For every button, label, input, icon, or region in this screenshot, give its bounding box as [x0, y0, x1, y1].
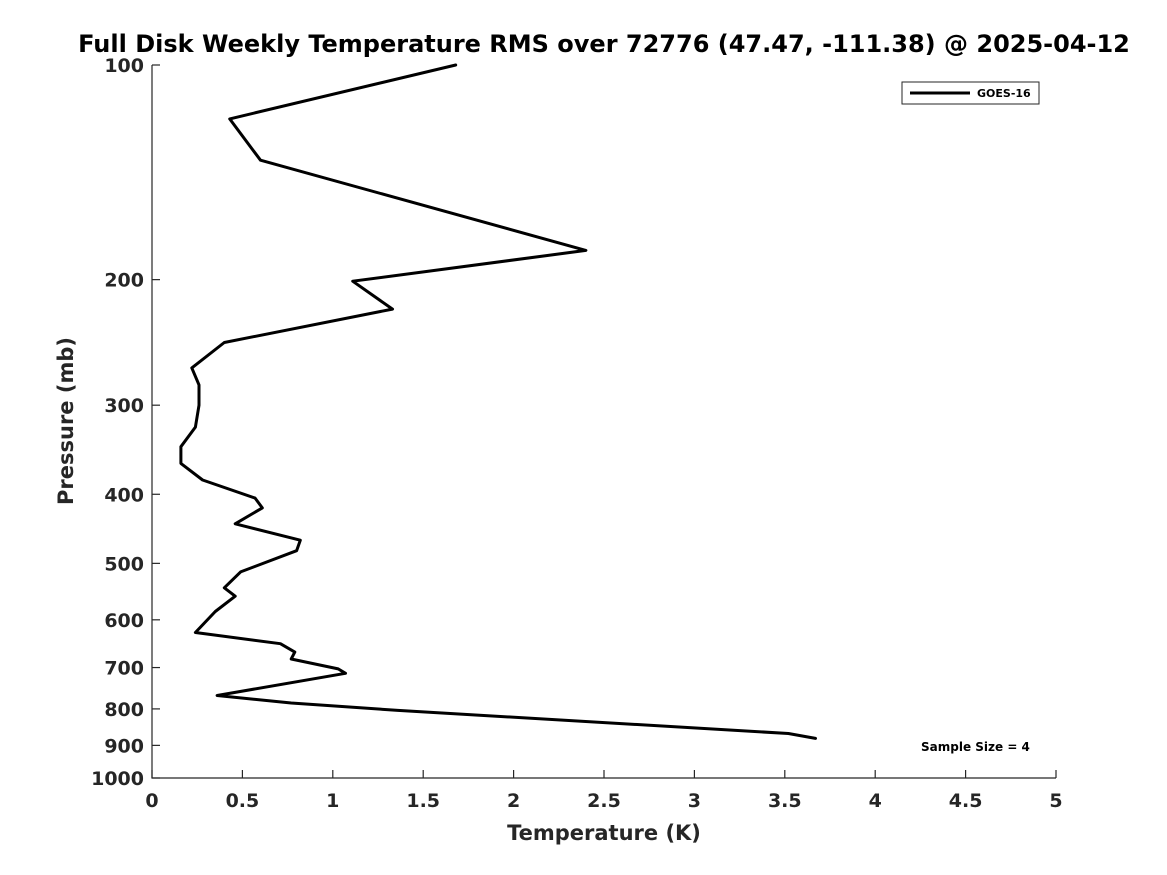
x-tick-label: 5	[1049, 790, 1062, 812]
y-tick-label: 200	[104, 270, 144, 292]
y-tick-label: 800	[104, 699, 144, 721]
x-tick-label: 2	[507, 790, 520, 812]
plot-area: 0 0.5 1 1.5 2 2.5 3 3.5 4 4.5 5 100 200 300 400 500 600…	[91, 55, 1063, 812]
x-tick-label: 0	[145, 790, 158, 812]
x-tick-label: 1.5	[406, 790, 440, 812]
x-tick-label: 3.5	[768, 790, 802, 812]
sample-size-annotation: Sample Size = 4	[921, 740, 1030, 754]
y-axis-label: Pressure (mb)	[54, 337, 78, 505]
x-axis: 0 0.5 1 1.5 2 2.5 3 3.5 4 4.5 5	[145, 770, 1063, 812]
x-axis-label: Temperature (K)	[507, 821, 701, 845]
y-tick-label: 1000	[91, 768, 144, 790]
x-tick-label: 3	[688, 790, 701, 812]
y-axis: 100 200 300 400 500 600 700 800 900 1000	[91, 55, 160, 790]
legend: GOES-16	[901, 81, 1040, 105]
x-tick-label: 4	[869, 790, 882, 812]
series-line-goes-16	[179, 63, 817, 740]
y-tick-label: 400	[104, 484, 144, 506]
y-tick-label: 300	[104, 395, 144, 417]
legend-box	[901, 81, 1040, 105]
x-tick-label: 1	[326, 790, 339, 812]
legend-entry-goes-16: GOES-16	[977, 87, 1031, 100]
y-tick-label: 900	[104, 735, 144, 757]
x-tick-label: 4.5	[949, 790, 983, 812]
x-tick-label: 2.5	[587, 790, 621, 812]
y-tick-label: 600	[104, 610, 144, 632]
y-tick-label: 500	[104, 553, 144, 575]
axis-frame	[151, 65, 1056, 779]
chart-title: Full Disk Weekly Temperature RMS over 72…	[78, 30, 1130, 58]
y-tick-label: 100	[104, 55, 144, 77]
x-tick-label: 0.5	[226, 790, 260, 812]
y-tick-label: 700	[104, 658, 144, 680]
